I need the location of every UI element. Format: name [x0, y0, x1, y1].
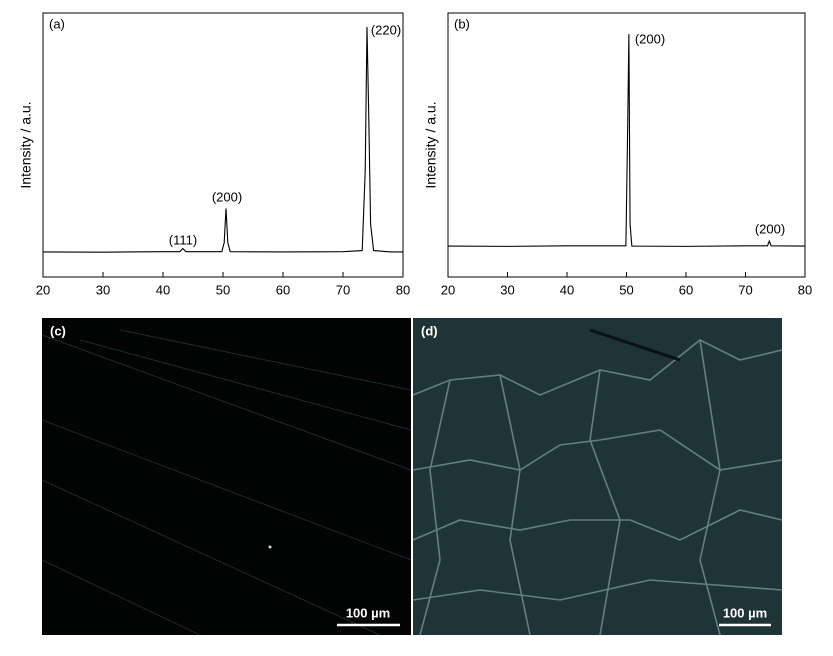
scale-bar-label: 100 µm [346, 605, 390, 620]
x-tick-label: 60 [276, 282, 290, 297]
x-tick-label: 80 [396, 282, 410, 297]
panel-label: (d) [421, 323, 438, 338]
x-tick-label: 40 [156, 282, 170, 297]
y-axis-label: Intensity / a.u. [18, 101, 34, 188]
scale-bar-label: 100 µm [723, 605, 767, 620]
panel-label: (c) [50, 323, 66, 338]
x-tick-label: 50 [619, 282, 633, 297]
x-tick-label: 60 [679, 282, 693, 297]
peak-annotation: (200) [755, 221, 785, 236]
x-tick-label: 20 [36, 282, 50, 297]
x-tick-label: 70 [336, 282, 350, 297]
x-tick-label: 50 [216, 282, 230, 297]
x-tick-label: 30 [500, 282, 514, 297]
panel-label: (a) [49, 16, 65, 31]
y-axis-label: Intensity / a.u. [423, 101, 439, 188]
x-tick-label: 70 [738, 282, 752, 297]
plot-frame [42, 12, 404, 278]
peak-annotation: (200) [212, 189, 242, 204]
x-tick-label: 40 [560, 282, 574, 297]
x-tick-label: 30 [96, 282, 110, 297]
x-tick-label: 20 [441, 282, 455, 297]
peak-annotation: (220) [371, 22, 401, 37]
xrd-pattern [447, 34, 806, 247]
micrograph-c: (c) 100 µm [41, 318, 412, 636]
peak-annotation: (200) [635, 31, 665, 46]
xrd-pattern [42, 26, 403, 253]
panel-label: (b) [454, 16, 470, 31]
micrograph-d: (d) 100 µm [412, 318, 783, 636]
x-tick-label: 80 [798, 282, 812, 297]
peak-annotation: (111) [169, 232, 197, 247]
